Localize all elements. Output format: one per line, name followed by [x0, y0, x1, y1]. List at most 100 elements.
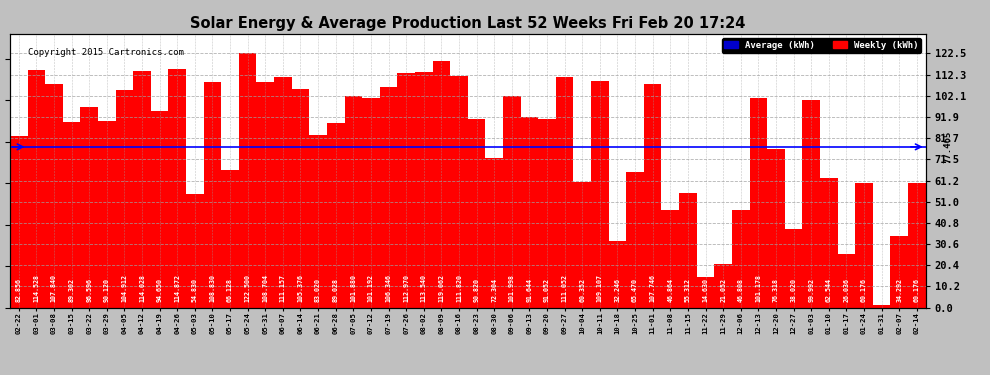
- Text: 38.020: 38.020: [791, 278, 797, 302]
- Text: 76.318: 76.318: [773, 278, 779, 302]
- Text: Copyright 2015 Cartronics.com: Copyright 2015 Cartronics.com: [28, 48, 183, 57]
- Bar: [908, 183, 926, 308]
- Text: 60.176: 60.176: [861, 278, 867, 302]
- Text: 107.840: 107.840: [50, 274, 57, 302]
- Text: 108.830: 108.830: [210, 274, 216, 302]
- Bar: [28, 70, 46, 308]
- Bar: [134, 71, 150, 308]
- Text: 111.820: 111.820: [456, 274, 462, 302]
- Bar: [485, 158, 503, 308]
- Text: 54.830: 54.830: [192, 278, 198, 302]
- Bar: [292, 89, 309, 308]
- Bar: [521, 117, 539, 308]
- Bar: [732, 210, 749, 308]
- Bar: [168, 69, 186, 308]
- Bar: [503, 96, 521, 308]
- Bar: [46, 84, 62, 308]
- Text: 72.304: 72.304: [491, 278, 497, 302]
- Bar: [644, 84, 661, 308]
- Text: 21.052: 21.052: [720, 278, 726, 302]
- Bar: [239, 54, 256, 307]
- Text: 46.864: 46.864: [667, 278, 673, 302]
- Bar: [555, 77, 573, 308]
- Text: 119.062: 119.062: [439, 274, 445, 302]
- Bar: [855, 183, 873, 308]
- Text: 108.704: 108.704: [262, 274, 268, 302]
- Text: 99.992: 99.992: [808, 278, 814, 302]
- Text: 101.192: 101.192: [368, 274, 374, 302]
- Bar: [802, 100, 820, 308]
- Bar: [62, 122, 80, 308]
- Bar: [415, 72, 433, 308]
- Bar: [10, 136, 28, 308]
- Bar: [715, 264, 732, 308]
- Text: 14.630: 14.630: [703, 278, 709, 302]
- Text: 32.246: 32.246: [615, 278, 621, 302]
- Text: 109.107: 109.107: [597, 274, 603, 302]
- Text: 90.120: 90.120: [104, 278, 110, 302]
- Text: 122.500: 122.500: [245, 274, 250, 302]
- Bar: [873, 305, 890, 308]
- Bar: [309, 135, 327, 308]
- Bar: [256, 82, 274, 308]
- Text: 34.292: 34.292: [896, 278, 902, 302]
- Bar: [679, 193, 697, 308]
- Text: 83.020: 83.020: [315, 278, 321, 302]
- Bar: [274, 77, 292, 308]
- Text: 105.376: 105.376: [297, 274, 304, 302]
- Text: 101.998: 101.998: [509, 274, 515, 302]
- Text: 62.544: 62.544: [826, 278, 832, 302]
- Bar: [345, 96, 362, 308]
- Text: 91.644: 91.644: [527, 278, 533, 302]
- Bar: [838, 254, 855, 308]
- Bar: [397, 73, 415, 308]
- Text: 60.176: 60.176: [914, 278, 920, 302]
- Text: 106.346: 106.346: [385, 274, 391, 302]
- Text: 114.028: 114.028: [139, 274, 145, 302]
- Bar: [380, 87, 397, 308]
- Text: 60.352: 60.352: [579, 278, 585, 302]
- Bar: [150, 111, 168, 308]
- Text: 104.912: 104.912: [122, 274, 128, 302]
- Bar: [362, 98, 380, 308]
- Bar: [327, 123, 345, 308]
- Bar: [785, 229, 802, 308]
- Text: 65.470: 65.470: [632, 278, 639, 302]
- Text: 101.880: 101.880: [350, 274, 356, 302]
- Text: 96.596: 96.596: [86, 278, 92, 302]
- Bar: [539, 118, 555, 308]
- Bar: [98, 121, 116, 308]
- Text: 26.036: 26.036: [843, 278, 849, 302]
- Text: 113.540: 113.540: [421, 274, 427, 302]
- Bar: [591, 81, 609, 308]
- Text: 107.746: 107.746: [649, 274, 655, 302]
- Legend: Average (kWh), Weekly (kWh): Average (kWh), Weekly (kWh): [722, 38, 921, 53]
- Text: 55.312: 55.312: [685, 278, 691, 302]
- Bar: [450, 76, 468, 307]
- Text: 89.028: 89.028: [333, 278, 339, 302]
- Text: 111.052: 111.052: [561, 274, 567, 302]
- Title: Solar Energy & Average Production Last 52 Weeks Fri Feb 20 17:24: Solar Energy & Average Production Last 5…: [190, 16, 745, 31]
- Text: 91.052: 91.052: [544, 278, 550, 302]
- Text: 114.528: 114.528: [34, 274, 40, 302]
- Text: 112.970: 112.970: [403, 274, 409, 302]
- Bar: [116, 90, 134, 308]
- Bar: [433, 61, 450, 308]
- Text: 46.808: 46.808: [738, 278, 743, 302]
- Bar: [697, 277, 715, 308]
- Bar: [80, 107, 98, 308]
- Text: 101.178: 101.178: [755, 274, 761, 302]
- Bar: [186, 194, 204, 308]
- Bar: [890, 236, 908, 308]
- Text: 82.856: 82.856: [16, 278, 22, 302]
- Text: 90.820: 90.820: [473, 278, 479, 302]
- Text: 111.157: 111.157: [280, 274, 286, 302]
- Text: 94.650: 94.650: [156, 278, 162, 302]
- Bar: [627, 172, 644, 308]
- Text: 114.872: 114.872: [174, 274, 180, 302]
- Bar: [221, 170, 239, 308]
- Bar: [468, 119, 485, 308]
- Bar: [749, 98, 767, 308]
- Bar: [609, 241, 627, 308]
- Bar: [204, 82, 221, 308]
